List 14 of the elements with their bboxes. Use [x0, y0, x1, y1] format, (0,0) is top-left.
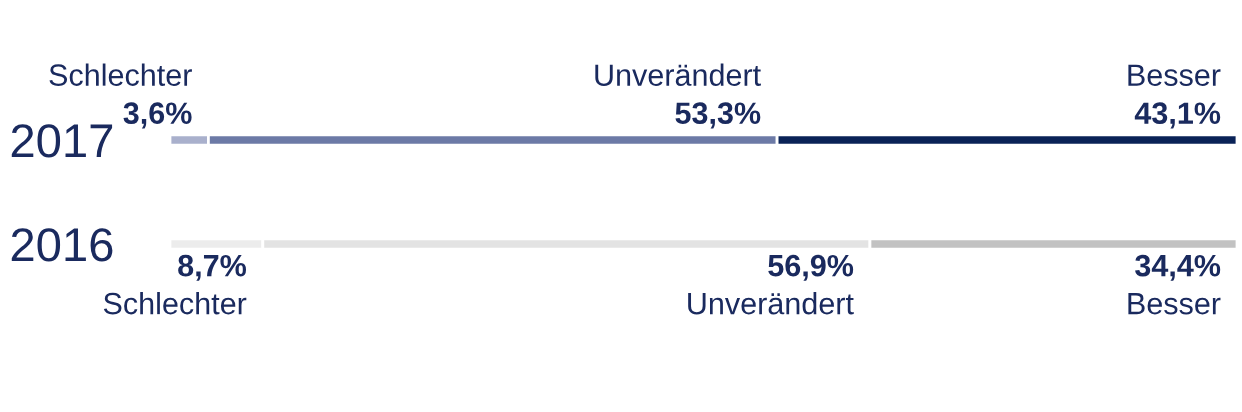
- y-tick-label: 2016: [11, 228, 113, 262]
- series-label: Unverändert: [688, 292, 854, 315]
- series-label: Schlechter: [103, 292, 247, 315]
- data-label: 43,1%: [1134, 102, 1221, 129]
- data-label: 56,9%: [768, 254, 854, 281]
- text: Schlechter: [49, 63, 192, 86]
- text: Unverändert: [595, 63, 761, 86]
- data-label: 8,7%: [178, 254, 247, 281]
- y-tick-label: 2017: [11, 124, 113, 158]
- text: Besser: [1128, 64, 1221, 86]
- series-label: Besser: [1128, 293, 1221, 315]
- data-label: 34,4%: [1135, 254, 1221, 281]
- data-label: 3,6%: [123, 102, 192, 129]
- data-label: 53,3%: [675, 102, 761, 129]
